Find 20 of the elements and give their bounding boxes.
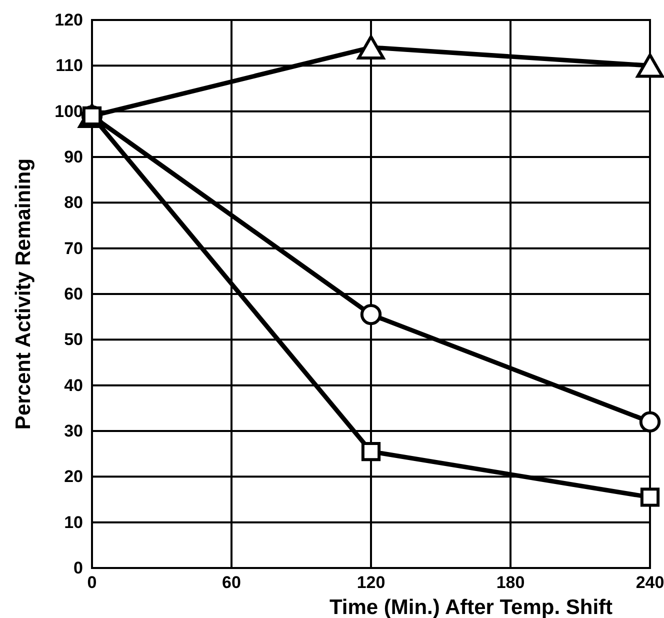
y-tick-label: 10 [64, 512, 83, 532]
x-tick-label: 60 [222, 573, 241, 592]
y-tick-label: 100 [54, 102, 83, 121]
y-tick-label: 30 [64, 421, 83, 440]
x-tick-label: 180 [496, 573, 525, 592]
y-tick-label: 60 [64, 284, 83, 304]
y-tick-label: 40 [64, 376, 83, 395]
x-tick-label: 240 [636, 573, 664, 592]
y-tick-label: 50 [64, 330, 83, 350]
y-axis-title: Percent Activity Remaining [12, 158, 35, 430]
x-tick-label: 120 [356, 573, 386, 592]
y-tick-label: 70 [64, 238, 83, 258]
y-tick-label: 20 [64, 467, 83, 486]
x-axis-title: Time (Min.) After Temp. Shift [329, 596, 613, 618]
y-tick-label: 0 [74, 558, 83, 578]
y-tick-label: 110 [56, 56, 83, 76]
y-tick-label: 120 [54, 10, 83, 30]
y-tick-label: 90 [64, 147, 83, 166]
y-tick-label: 80 [64, 193, 83, 212]
x-tick-label: 0 [87, 573, 97, 592]
